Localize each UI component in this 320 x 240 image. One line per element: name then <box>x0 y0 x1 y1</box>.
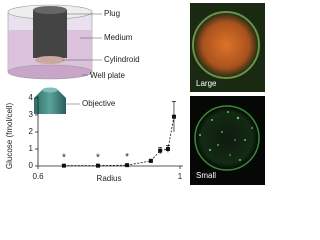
series-line <box>63 116 175 167</box>
label: Medium <box>104 33 133 42</box>
point <box>125 163 130 168</box>
point <box>148 158 153 163</box>
micrographs: Large Small <box>190 3 265 185</box>
figure: Plug Medium Cylindroid Well plate Object… <box>5 3 265 185</box>
label: Plug <box>104 9 120 18</box>
y-axis-title: Glucose (fmol/cell) <box>5 103 14 170</box>
image-label: Small <box>196 171 216 180</box>
point <box>158 148 163 153</box>
y-tick-label: 3 <box>29 110 34 119</box>
point <box>61 163 66 168</box>
label: Well plate <box>90 71 126 80</box>
value-label: * <box>125 152 129 163</box>
diagram: Plug Medium Cylindroid Well plate Object… <box>7 4 140 114</box>
x-axis-title: Radius <box>97 174 122 183</box>
point <box>171 114 176 119</box>
point <box>165 147 170 151</box>
x-tick-label: 1 <box>178 172 183 181</box>
value-label: * <box>96 152 100 163</box>
image-label: Large <box>196 79 217 88</box>
y-tick-label: 4 <box>29 93 34 102</box>
y-tick-label: 2 <box>29 127 34 136</box>
point <box>95 163 100 168</box>
x-tick-label: 0.6 <box>32 172 44 181</box>
chart: 0 1 2 3 4 0.6 1 Radius Glucose (fmol/cell) * * * <box>5 93 183 183</box>
label: Cylindroid <box>104 55 140 64</box>
label: Objective <box>82 99 116 108</box>
y-tick-label: 0 <box>29 161 34 170</box>
value-label: * <box>62 152 66 163</box>
y-tick-label: 1 <box>29 144 34 153</box>
